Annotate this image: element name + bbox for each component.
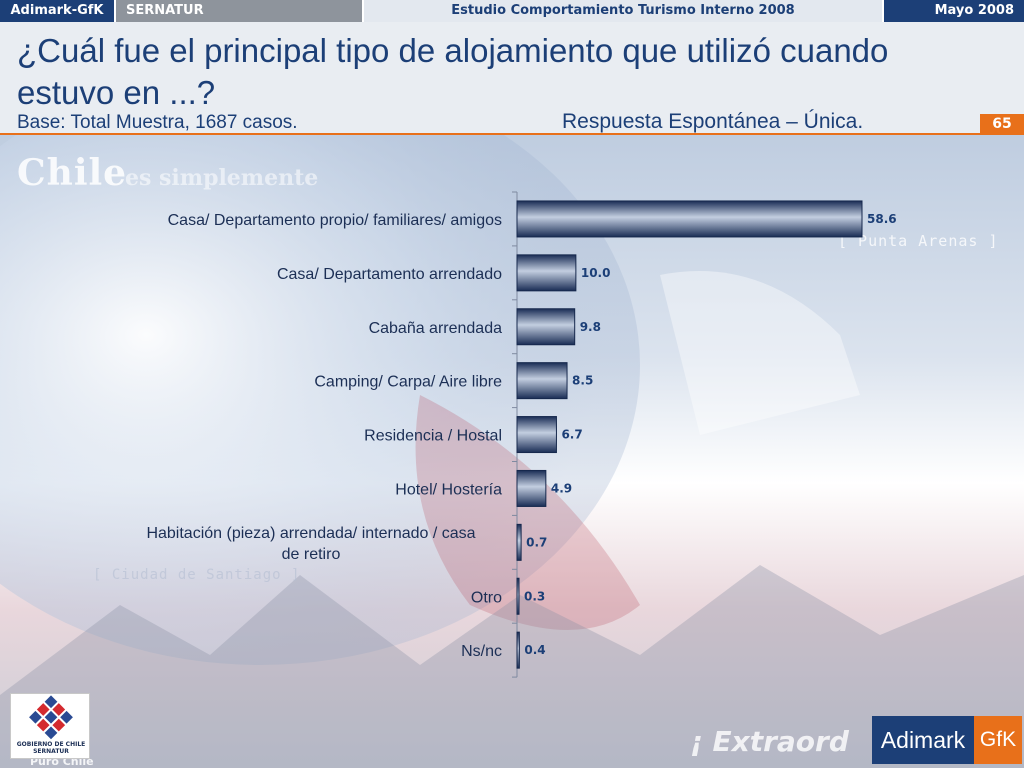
value-label-2: 10.0 [581,266,611,280]
category-label-line: Ns/nc [461,643,502,660]
gobierno-logo: GOBIERNO DE CHILE SERNATUR [10,693,90,759]
category-label-4: Camping/ Carpa/ Aire libre [314,374,502,391]
bar-4 [516,362,568,400]
adimark-logo-text: Adimark [872,716,974,764]
category-label-2: Casa/ Departamento arrendado [277,266,502,283]
top-bar: Adimark-GfK SERNATUR Estudio Comportamie… [0,0,1024,22]
gobierno-emblem-icon [29,695,73,740]
value-label-6: 4.9 [551,481,572,495]
extraordinario-watermark: ¡ Extraord [690,725,849,758]
slide-title: ¿Cuál fue el principal tipo de alojamien… [17,32,889,111]
category-label-line: de retiro [282,546,341,563]
gfk-logo-text: GfK [974,716,1022,764]
adimark-gfk-logo: Adimark GfK [872,716,1022,764]
value-label-5: 6.7 [561,428,582,442]
chile-sub-watermark: es simplemente [125,165,319,191]
mountains-shape [0,565,1024,768]
header-divider [0,133,1024,135]
date-label: Mayo 2008 [884,0,1024,22]
page-number-badge: 65 [980,114,1024,134]
gobierno-line-2: SERNATUR [33,748,69,755]
brand-label: Adimark-GfK [0,0,114,22]
tree-shape [660,271,860,435]
category-label-line: Cabaña arrendada [369,320,503,337]
punta-arenas-caption: [ Punta Arenas ] [838,232,999,250]
value-label-8: 0.3 [524,589,545,603]
background-artwork [0,135,1024,768]
flag-shape [415,395,640,630]
category-label-line: Casa/ Departamento arrendado [277,266,502,283]
bar-1 [516,200,863,238]
client-label: SERNATUR [116,0,362,22]
category-label-3: Cabaña arrendada [369,320,503,337]
category-label-line: Habitación (pieza) arrendada/ internado … [146,525,475,542]
category-label-1: Casa/ Departamento propio/ familiares/ a… [168,212,502,229]
bar-9 [516,631,520,669]
category-label-8: Otro [471,589,502,606]
value-label-1: 58.6 [867,212,897,226]
value-label-7: 0.7 [526,535,547,549]
chile-watermark: Chile [17,152,128,194]
value-label-9: 0.4 [524,643,545,657]
category-label-9: Ns/nc [461,643,502,660]
bar-8 [516,577,520,615]
base-note: Base: Total Muestra, 1687 casos. [17,112,298,133]
category-label-line: Otro [471,589,502,606]
value-label-4: 8.5 [572,374,593,388]
study-label: Estudio Comportamiento Turismo Interno 2… [364,0,882,22]
bar-5 [516,416,557,454]
globe-shape [0,135,640,665]
bar-7 [516,523,522,561]
category-label-line: Casa/ Departamento propio/ familiares/ a… [168,212,502,229]
category-label-line: Camping/ Carpa/ Aire libre [314,374,502,391]
category-label-line: Residencia / Hostal [364,428,502,445]
category-label-line: Hotel/ Hostería [395,481,502,498]
bar-3 [516,308,576,346]
bar-6 [516,469,547,507]
gobierno-line-1: GOBIERNO DE CHILE [16,741,86,748]
value-label-3: 9.8 [580,320,601,334]
response-type: Respuesta Espontánea – Única. [562,110,864,133]
bar-2 [516,254,577,292]
slide-header: ¿Cuál fue el principal tipo de alojamien… [0,22,1024,134]
category-label-6: Hotel/ Hostería [395,481,502,498]
category-label-5: Residencia / Hostal [364,428,502,445]
category-label-7: Habitación (pieza) arrendada/ internado … [146,525,475,563]
gobierno-caption: GOBIERNO DE CHILE SERNATUR [11,741,91,755]
santiago-caption: [ Ciudad de Santiago ] [93,567,301,583]
